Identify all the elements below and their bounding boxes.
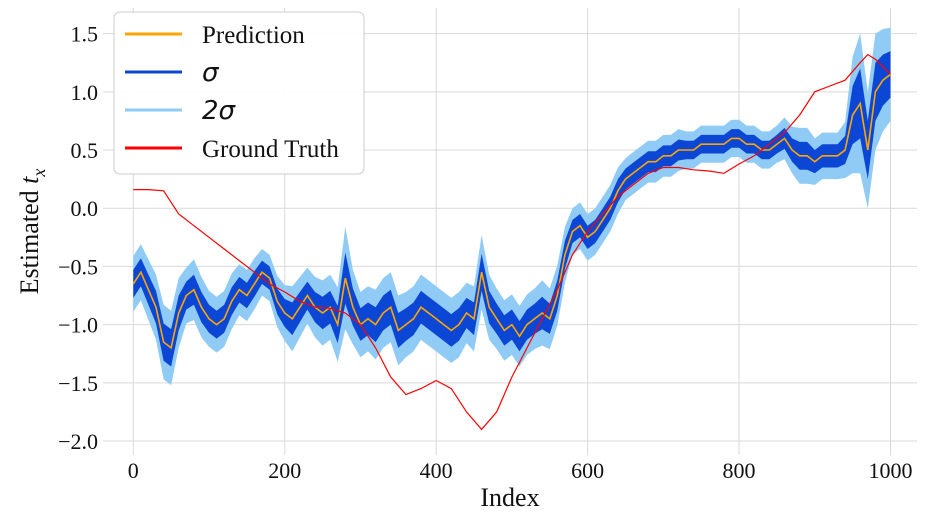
x-tick-label: 800 (723, 458, 756, 483)
two-sigma-band (133, 27, 891, 386)
legend-label: σ (202, 58, 220, 88)
x-tick-label: 0 (128, 458, 139, 483)
ground-truth-line (133, 53, 891, 431)
y-tick-label: 0.5 (71, 138, 99, 163)
y-tick-label: −2.0 (58, 429, 98, 454)
y-tick-label: −0.5 (58, 254, 98, 279)
x-tick-label: 200 (268, 458, 301, 483)
legend-label: 2σ (202, 96, 237, 126)
y-tick-label: −1.0 (58, 313, 98, 338)
y-tick-label: −1.5 (58, 371, 98, 396)
two-sigma-bands (133, 27, 891, 386)
x-tick-label: 400 (420, 458, 453, 483)
legend: Prediction σ 2σ Ground Truth (113, 11, 365, 175)
legend-label: Ground Truth (202, 136, 339, 163)
y-tick-label: 1.0 (71, 80, 99, 105)
legend-box (113, 11, 365, 175)
y-axis-title: Estimated tx (15, 169, 49, 295)
y-tick-label: 0.0 (71, 196, 99, 221)
tick-labels: 0 200 400 600 800 1000 1.5 1.0 0.5 0.0 −0.5 −1.0 −1.… (58, 22, 912, 483)
series-lines (132, 53, 891, 431)
x-axis-title: Index (480, 483, 539, 512)
x-tick-label: 600 (571, 458, 604, 483)
y-tick-label: 1.5 (71, 22, 99, 47)
x-tick-label: 1000 (868, 458, 912, 483)
legend-label: Prediction (202, 22, 305, 49)
